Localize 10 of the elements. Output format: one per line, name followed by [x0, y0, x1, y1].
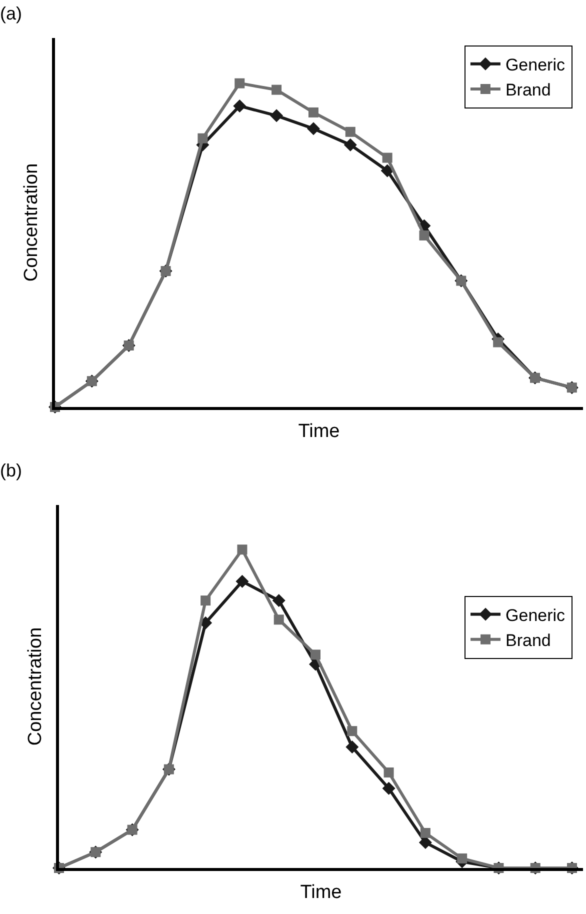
y-axis-title: Concentration: [20, 163, 42, 282]
chart-title: (b): [0, 460, 22, 480]
x-axis-title: Time: [300, 882, 342, 903]
chart-title: (a): [0, 3, 22, 24]
x-axis-title: Time: [298, 421, 340, 442]
legend-label: Generic: [505, 56, 566, 75]
legend-label: Generic: [506, 606, 566, 625]
legend-label: Brand: [506, 631, 551, 650]
y-axis-title: Concentration: [24, 627, 46, 746]
legend-label: Brand: [505, 80, 551, 100]
